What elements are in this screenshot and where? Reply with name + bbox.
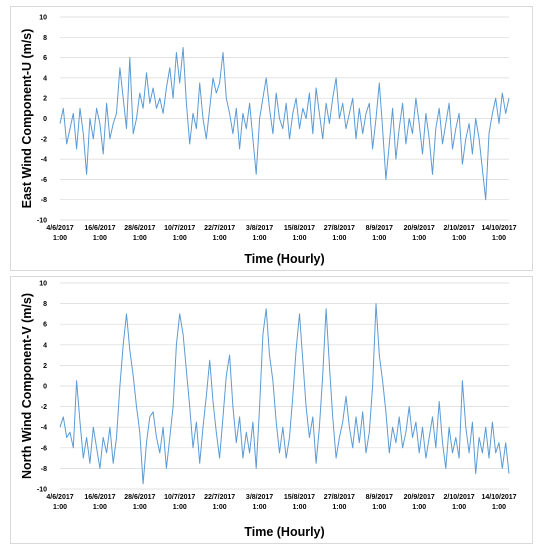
east-wind-x-tick-time: 1:00 (53, 235, 67, 242)
north-wind-y-tick-label: 8 (43, 301, 47, 308)
north-wind-x-tick-time: 1:00 (253, 504, 267, 511)
east-wind-x-tick-time: 1:00 (173, 235, 187, 242)
east-wind-y-tick-label: -4 (41, 157, 47, 164)
north-wind-y-tick-label: -10 (37, 487, 47, 494)
north-wind-y-tick-label: -6 (41, 445, 47, 452)
east-wind-y-ticks: -10 -8 -6 -4 -2 0 2 4 6 8 10 (37, 15, 47, 225)
east-wind-chart: -10 -8 -6 -4 -2 0 2 4 6 8 10 4/6/2017 1:00 16/6/2017… (10, 6, 533, 271)
north-wind-x-tick-date: 22/7/2017 (204, 494, 235, 501)
east-wind-x-tick-time: 1:00 (452, 235, 466, 242)
east-wind-x-tick-time: 1:00 (492, 235, 506, 242)
east-wind-y-tick-label: 6 (43, 55, 47, 62)
east-wind-x-tick-time: 1:00 (412, 235, 426, 242)
north-wind-x-tick-date: 10/7/2017 (164, 494, 195, 501)
north-wind-y-axis-title: North Wind Component-V (m/s) (20, 293, 34, 479)
north-wind-x-tick-time: 1:00 (292, 504, 306, 511)
north-wind-x-tick-date: 28/6/2017 (124, 494, 155, 501)
east-wind-x-tick-time: 1:00 (93, 235, 107, 242)
east-wind-y-tick-label: 10 (39, 15, 47, 22)
north-wind-y-tick-label: 6 (43, 322, 47, 329)
east-wind-x-tick-time: 1:00 (213, 235, 227, 242)
east-wind-x-tick-date: 8/9/2017 (366, 225, 393, 232)
north-wind-x-tick-time: 1:00 (133, 504, 147, 511)
north-wind-x-tick-time: 1:00 (93, 504, 107, 511)
east-wind-y-tick-label: -6 (41, 177, 47, 184)
east-wind-y-tick-label: -10 (37, 218, 47, 225)
east-wind-x-tick-date: 3/8/2017 (246, 225, 273, 232)
north-wind-x-tick-date: 27/8/2017 (324, 494, 355, 501)
north-wind-x-tick-date: 8/9/2017 (366, 494, 393, 501)
north-wind-y-tick-label: 0 (43, 384, 47, 391)
east-wind-x-tick-date: 15/8/2017 (284, 225, 315, 232)
east-wind-y-tick-label: -2 (41, 136, 47, 143)
north-wind-x-tick-date: 15/8/2017 (284, 494, 315, 501)
east-wind-y-tick-label: -8 (41, 197, 47, 204)
north-wind-series-line (59, 303, 510, 485)
east-wind-x-tick-date: 14/10/2017 (481, 225, 516, 232)
east-wind-y-tick-label: 8 (43, 35, 47, 42)
east-wind-x-tick-time: 1:00 (332, 235, 346, 242)
east-wind-x-tick-date: 22/7/2017 (204, 225, 235, 232)
north-wind-x-tick-time: 1:00 (332, 504, 346, 511)
east-wind-plot (59, 47, 510, 201)
east-wind-x-tick-time: 1:00 (133, 235, 147, 242)
north-wind-y-tick-label: 10 (39, 281, 47, 288)
north-wind-x-tick-date: 16/6/2017 (84, 494, 115, 501)
north-wind-chart-svg: -10 -8 -6 -4 -2 0 2 4 6 8 10 4/6/2017 1:00 16/6/2017… (20, 281, 517, 540)
east-wind-x-tick-date: 2/10/2017 (444, 225, 475, 232)
east-wind-y-tick-label: 2 (43, 96, 47, 103)
north-wind-plot (59, 303, 510, 485)
north-wind-y-tick-label: -4 (41, 425, 47, 432)
north-wind-x-tick-time: 1:00 (452, 504, 466, 511)
east-wind-x-tick-date: 4/6/2017 (46, 225, 73, 232)
east-wind-x-tick-time: 1:00 (372, 235, 386, 242)
east-wind-x-tick-date: 20/9/2017 (404, 225, 435, 232)
north-wind-x-tick-date: 14/10/2017 (481, 494, 516, 501)
north-wind-x-axis-title: Time (Hourly) (244, 525, 324, 539)
east-wind-x-tick-date: 10/7/2017 (164, 225, 195, 232)
north-wind-y-tick-label: -2 (41, 404, 47, 411)
north-wind-x-tick-date: 20/9/2017 (404, 494, 435, 501)
east-wind-series-line (59, 47, 510, 201)
north-wind-x-tick-date: 2/10/2017 (444, 494, 475, 501)
north-wind-chart: -10 -8 -6 -4 -2 0 2 4 6 8 10 4/6/2017 1:00 16/6/2017… (10, 276, 533, 544)
east-wind-x-tick-date: 28/6/2017 (124, 225, 155, 232)
north-wind-y-ticks: -10 -8 -6 -4 -2 0 2 4 6 8 10 (37, 281, 47, 494)
north-wind-gridlines (60, 282, 509, 490)
east-wind-y-tick-label: 0 (43, 116, 47, 123)
north-wind-x-tick-time: 1:00 (492, 504, 506, 511)
north-wind-y-tick-label: -8 (41, 466, 47, 473)
north-wind-x-tick-time: 1:00 (213, 504, 227, 511)
east-wind-x-tick-date: 16/6/2017 (84, 225, 115, 232)
north-wind-x-tick-time: 1:00 (412, 504, 426, 511)
east-wind-y-tick-label: 4 (43, 75, 47, 82)
east-wind-x-axis-title: Time (Hourly) (244, 252, 324, 266)
north-wind-x-tick-time: 1:00 (372, 504, 386, 511)
east-wind-chart-svg: -10 -8 -6 -4 -2 0 2 4 6 8 10 4/6/2017 1:00 16/6/2017… (20, 15, 517, 267)
north-wind-x-tick-date: 4/6/2017 (46, 494, 73, 501)
east-wind-x-tick-time: 1:00 (253, 235, 267, 242)
east-wind-x-tick-time: 1:00 (292, 235, 306, 242)
north-wind-x-tick-time: 1:00 (173, 504, 187, 511)
north-wind-x-ticks: 4/6/2017 1:00 16/6/2017 1:00 28/6/2017 1:00 10… (46, 494, 516, 511)
north-wind-x-tick-date: 3/8/2017 (246, 494, 273, 501)
north-wind-x-tick-time: 1:00 (53, 504, 67, 511)
east-wind-x-ticks: 4/6/2017 1:00 16/6/2017 1:00 28/6/2017 1:00 10… (46, 225, 516, 242)
east-wind-x-tick-date: 27/8/2017 (324, 225, 355, 232)
east-wind-y-axis-title: East Wind Component-U (m/s) (20, 29, 34, 209)
north-wind-y-tick-label: 2 (43, 363, 47, 370)
north-wind-y-tick-label: 4 (43, 342, 47, 349)
